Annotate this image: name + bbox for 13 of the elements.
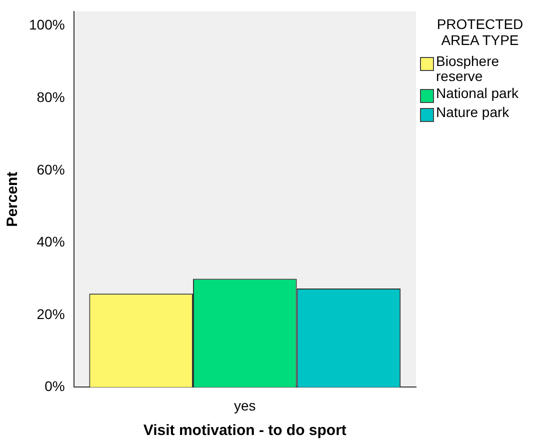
y-tick-label: 80% [36,88,65,105]
y-tick-label: 100% [28,16,65,33]
x-axis-title: Visit motivation - to do sport [143,422,346,440]
y-tick-label: 20% [36,306,65,322]
y-tick-label: 0% [44,378,65,394]
legend-label: Nature park [436,104,510,120]
y-tick-label: 40% [36,234,65,250]
legend-title: PROTECTED AREA TYPE [436,16,524,48]
legend-label: National park [436,85,518,101]
y-tick-label: 60% [36,161,65,178]
legend-label: Biosphere reserve [436,53,500,84]
x-tick-label: yes [234,397,256,414]
y-axis-title: Percent [4,172,22,227]
